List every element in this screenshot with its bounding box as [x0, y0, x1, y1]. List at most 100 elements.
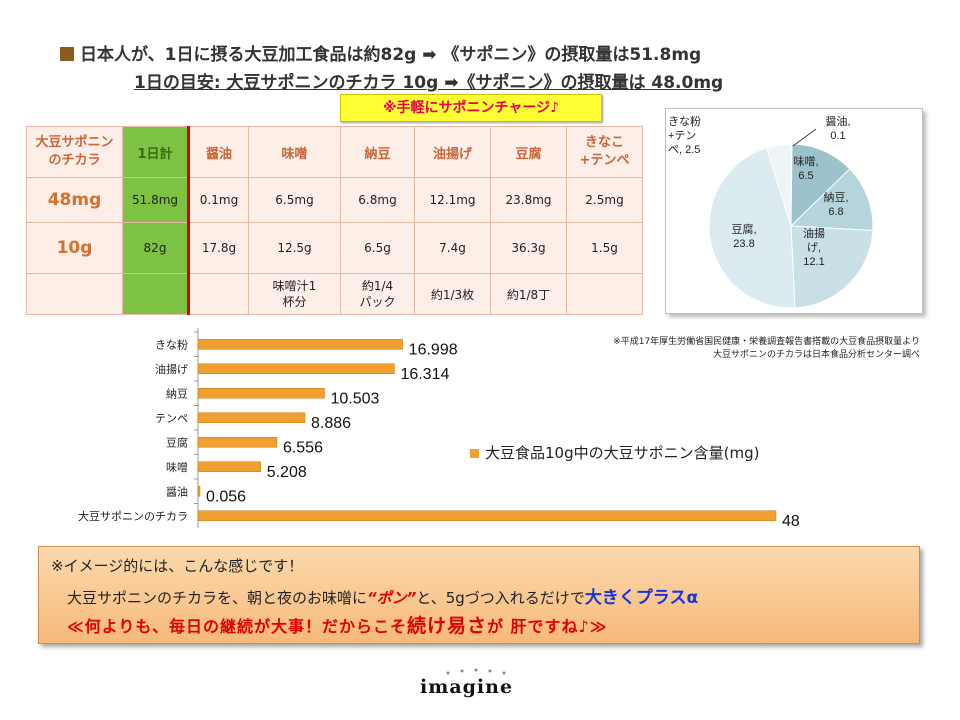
table-cell: 2.5mg: [566, 177, 643, 223]
message-line-2-a: 大豆サポニンのチカラを、朝と夜のお味噌に: [67, 589, 368, 607]
source-line-1: ※平成17年厚生労働省国民健康・栄養調査報告書搭載の大豆食品摂取量より: [613, 337, 920, 347]
bar-value-label: 5.208: [267, 464, 307, 481]
table-cell: 約1/3枚: [414, 273, 491, 315]
header-kinako-tempeh: きなこ+テンペ: [579, 135, 630, 168]
table-cell: 味噌汁1杯分: [248, 273, 341, 315]
miso-portion: 味噌汁1杯分: [272, 279, 317, 309]
bullet-square-icon: [60, 47, 74, 61]
bar-category-label: 大豆サポニンのチカラ: [78, 509, 188, 523]
table-cell: [188, 273, 249, 315]
bar: [197, 412, 306, 423]
bar-value-label: 16.998: [409, 341, 458, 358]
bar-category-label: 油揚げ: [155, 362, 188, 376]
bar: [197, 461, 261, 472]
intake-table: 大豆サポニン のチカラ 1日計 醤油 味噌 納豆 油揚げ 豆腐 きなこ+テンペ 4…: [26, 126, 643, 315]
corner-line-1: 大豆サポニン: [35, 135, 114, 150]
message-plus-alpha: 大きくプラスα: [584, 588, 699, 608]
table-cell: 17.8g: [188, 222, 249, 274]
pie-data-label: きな粉+テンペ, 2.5: [668, 115, 701, 156]
table-cell: 約1/8丁: [490, 273, 567, 315]
table-cell-total: 82g: [122, 222, 190, 274]
bar: [197, 339, 403, 350]
pie-data-label: 味噌, 6.5: [793, 155, 818, 182]
table-cell: 12.1mg: [414, 177, 491, 223]
bar-category-label: 醤油: [166, 484, 188, 498]
pie-slice: [790, 143, 851, 228]
table-header-cell: 納豆: [340, 126, 415, 178]
saponin-charge-badge: ※手軽にサポニンチャージ♪: [340, 94, 602, 122]
pie-data-label: 醤油, 0.1: [825, 114, 850, 142]
header-line-1: 日本人が、1日に摂る大豆加工食品は約82g ➡ 《サポニン》の摂取量は51.8m…: [60, 40, 701, 65]
bar-value-label: 10.503: [330, 390, 379, 407]
table-row: 10g 82g 17.8g 12.5g 6.5g 7.4g 36.3g 1.5g: [26, 222, 643, 274]
natto-portion: 約1/4パック: [359, 279, 396, 309]
bar-category-label: 味噌: [166, 461, 188, 474]
bar: [197, 510, 777, 521]
header-line-2: 1日の目安: 大豆サポニンのチカラ 10g ➡《サポニン》の摂取量は 48.0m…: [134, 73, 724, 93]
bar: [197, 486, 201, 497]
table-header-row: 大豆サポニン のチカラ 1日計 醤油 味噌 納豆 油揚げ 豆腐 きなこ+テンペ: [26, 126, 643, 178]
bar: [197, 388, 325, 399]
bar-legend: 大豆食品10g中の大豆サポニン含量(mg): [470, 442, 759, 463]
source-note: ※平成17年厚生労働省国民健康・栄養調査報告書搭載の大豆食品摂取量より 大豆サポ…: [560, 336, 920, 362]
table-cell: 0.1mg: [188, 177, 249, 223]
corner-line-2: のチカラ: [48, 153, 101, 168]
table-row: 48mg 51.8mg 0.1mg 6.5mg 6.8mg 12.1mg 23.…: [26, 177, 643, 223]
message-line-1: ※イメージ的には、こんな感じです！: [51, 557, 304, 575]
pie-slice: [708, 147, 796, 309]
table-cell: 23.8mg: [490, 177, 567, 223]
logo-dots-icon: [446, 668, 506, 675]
message-line-2: 大豆サポニンのチカラを、朝と夜のお味噌に“ポン”と、5gづつ入れるだけで大きくプ…: [67, 583, 698, 608]
message-box: ※イメージ的には、こんな感じです！ 大豆サポニンのチカラを、朝と夜のお味噌に“ポ…: [38, 546, 920, 644]
message-line-3: ≪何よりも、毎日の継続が大事！だからこそ続け易さが 肝ですね♪≫: [67, 611, 608, 638]
source-line-2: 大豆サポニンのチカラは日本食品分析センター調べ: [712, 350, 920, 360]
bar-value-label: 48: [782, 513, 800, 530]
table-row: 味噌汁1杯分 約1/4パック 約1/3枚 約1/8丁: [26, 273, 643, 315]
message-line-3-b: が 肝ですね♪≫: [486, 617, 608, 636]
pie-chart: 醤油, 0.1 味噌, 6.5納豆, 6.8 油揚げ, 12.1 豆腐, 23.8 きな粉+テンペ…: [668, 114, 874, 309]
bar-category-label: テンペ: [155, 413, 188, 425]
table-header-cell: 豆腐: [490, 126, 567, 178]
legend-swatch: [470, 449, 479, 458]
bar-value-label: 8.886: [311, 415, 351, 432]
table-header-cell: 油揚げ: [414, 126, 491, 178]
table-cell: 36.3g: [490, 222, 567, 274]
bar-value-label: 0.056: [206, 488, 246, 505]
bar-category-label: 豆腐: [166, 435, 188, 449]
table-header-cell: きなこ+テンペ: [566, 126, 643, 178]
header-line-1-text: 日本人が、1日に摂る大豆加工食品は約82g ➡ 《サポニン》の摂取量は51.8m…: [80, 45, 702, 65]
table-cell: 6.8mg: [340, 177, 415, 223]
table-cell: 7.4g: [414, 222, 491, 274]
table-row-label: 48mg: [26, 177, 123, 223]
pie-slice: [789, 168, 874, 232]
bar-category-label: きな粉: [155, 338, 188, 351]
message-pon: “ポン”: [367, 589, 417, 607]
bar: [197, 437, 278, 448]
bar-value-label: 6.556: [283, 439, 323, 456]
table-header-cell: 味噌: [248, 126, 341, 178]
bar-value-label: 16.314: [400, 366, 449, 383]
table-cell: 6.5mg: [248, 177, 341, 223]
table-cell: 6.5g: [340, 222, 415, 274]
table-header-total: 1日計: [122, 126, 190, 178]
table-header-cell: 醤油: [188, 126, 249, 178]
pie-data-label: 油揚げ, 12.1: [803, 226, 825, 268]
pie-chart-panel: 醤油, 0.1 味噌, 6.5 納豆, 6.8 油揚げ, 12.1 豆腐, 23.8 きな粉+テンペ…: [665, 108, 923, 314]
legend-label: 大豆食品10g中の大豆サポニン含量(mg): [485, 444, 760, 462]
bar: [197, 363, 395, 374]
table-cell-total: 51.8mg: [122, 177, 190, 223]
table-cell: 12.5g: [248, 222, 341, 274]
table-cell: 約1/4パック: [340, 273, 415, 315]
pie-data-label: 納豆, 6.8: [823, 191, 848, 218]
table-cell-total: [122, 273, 190, 315]
pie-slice: [790, 225, 874, 309]
bar-category-label: 納豆: [166, 387, 188, 400]
pie-data-label: 豆腐, 23.8: [731, 222, 756, 250]
pie-slice: [765, 143, 792, 227]
table-row-label: [26, 273, 123, 315]
table-cell: [566, 273, 643, 315]
company-logo: imagine: [420, 676, 514, 698]
message-line-3-a: ≪何よりも、毎日の継続が大事！だからこそ: [67, 617, 407, 636]
pie-leader-line: [792, 128, 817, 147]
table-cell: 1.5g: [566, 222, 643, 274]
